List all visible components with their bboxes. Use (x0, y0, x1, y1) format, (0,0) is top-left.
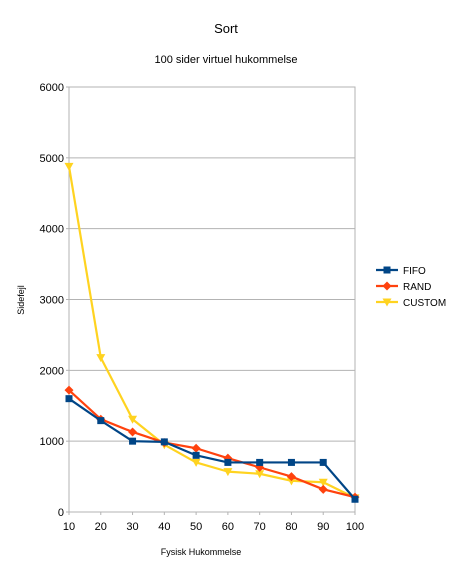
legend-marker (382, 281, 392, 291)
data-point (192, 451, 200, 459)
data-point (191, 458, 201, 467)
data-point (97, 417, 105, 425)
data-point (318, 478, 328, 487)
data-point (287, 458, 295, 466)
y-axis-title: Sidefejl (16, 285, 26, 315)
data-point (286, 472, 296, 482)
series-rand (64, 385, 360, 502)
data-point (64, 385, 74, 395)
x-tick-label: 40 (158, 521, 170, 533)
y-tick-label: 2000 (40, 365, 64, 377)
data-point (256, 458, 264, 466)
legend-item-fifo: FIFO (376, 266, 426, 277)
x-tick-label: 20 (95, 521, 107, 533)
series-fifo (65, 395, 359, 503)
series-line (67, 166, 356, 499)
data-point (351, 495, 359, 503)
data-point (96, 354, 106, 363)
y-tick-label: 1000 (40, 436, 64, 448)
x-tick-label: 30 (126, 521, 138, 533)
y-tick-label: 5000 (40, 153, 64, 165)
axis-ticks: 0 1000 2000 3000 4000 5000 6000 10 20 30 40 50 60 70 8… (40, 82, 365, 533)
legend-marker (383, 266, 391, 274)
legend-item-rand: RAND (376, 281, 431, 293)
data-point (191, 443, 201, 453)
data-point (64, 162, 74, 171)
legend-label: RAND (403, 282, 431, 293)
data-point (286, 477, 296, 486)
data-point (319, 458, 327, 466)
legend-label: CUSTOM (403, 298, 446, 309)
x-tick-label: 10 (63, 521, 75, 533)
chart-title: Sort (214, 21, 238, 36)
data-point (128, 415, 138, 424)
x-tick-label: 60 (222, 521, 234, 533)
data-point (224, 458, 232, 466)
data-point (160, 438, 168, 446)
series-line (68, 397, 356, 500)
series-layer (64, 162, 360, 503)
data-point (129, 437, 137, 445)
x-tick-label: 100 (346, 521, 364, 533)
legend-item-custom: CUSTOM (376, 298, 446, 309)
series-custom (64, 162, 360, 503)
data-point (223, 468, 233, 477)
data-point (318, 484, 328, 494)
x-tick-label: 90 (317, 521, 329, 533)
x-tick-label: 70 (254, 521, 266, 533)
data-point (128, 427, 138, 437)
x-tick-label: 50 (190, 521, 202, 533)
x-tick-label: 80 (285, 521, 297, 533)
data-point (255, 470, 265, 479)
legend-label: FIFO (403, 266, 426, 277)
y-tick-label: 3000 (40, 295, 64, 307)
y-tick-label: 4000 (40, 224, 64, 236)
y-tick-label: 6000 (40, 82, 64, 94)
grid-lines (69, 86, 355, 513)
legend: FIFO RAND CUSTOM (376, 266, 446, 309)
series-line (68, 389, 356, 499)
chart-subtitle: 100 sider virtuel hukommelse (154, 54, 297, 66)
x-axis-title: Fysisk Hukommelse (161, 547, 242, 557)
data-point (65, 395, 73, 403)
y-tick-label: 0 (58, 507, 64, 519)
legend-marker (382, 298, 392, 307)
